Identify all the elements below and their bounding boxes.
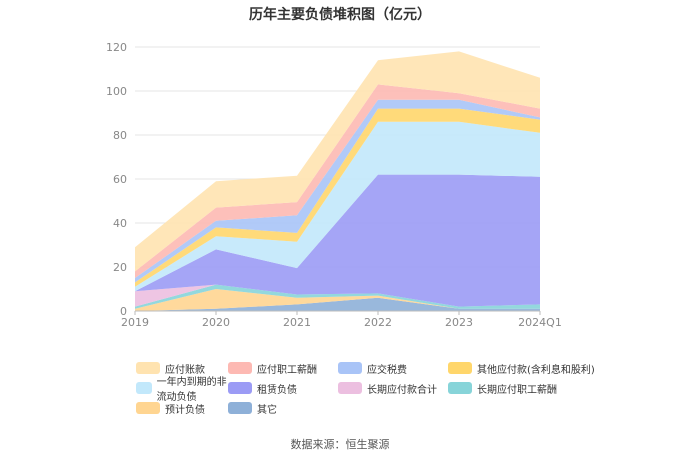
y-tick-label: 40: [113, 217, 127, 230]
legend-item[interactable]: 应交税费: [338, 358, 448, 378]
area-其它: [135, 297, 540, 311]
stacked-area-chart: 0 20 40 60 80 100 120 2019 2020 2021 2022 2023 2024Q…: [106, 41, 562, 329]
legend-item[interactable]: 长期应付款合计: [338, 378, 448, 398]
area-长期应付职工薪酬: [135, 284, 540, 309]
legend-label: 其它: [257, 404, 277, 416]
axes: 0 20 40 60 80 100 120 2019 2020 2021 2022 2023 2024Q…: [106, 41, 562, 329]
y-tick-label: 20: [113, 261, 127, 274]
legend-label: 长期应付职工薪酬: [477, 384, 557, 396]
legend-label: 应付职工薪酬: [257, 364, 317, 376]
legend-row: 预计负债 其它: [136, 398, 656, 418]
x-tick-label: 2020: [202, 316, 230, 329]
legend-swatch: [136, 382, 152, 394]
chart-title: 历年主要负债堆积图（亿元）: [249, 7, 431, 23]
area-应付职工薪酬: [135, 84, 540, 279]
y-tick-label: 0: [120, 305, 127, 318]
legend-label: 应交税费: [367, 364, 407, 376]
area-series: [135, 51, 540, 311]
legend-label: 其他应付款(含利息和股利): [477, 364, 595, 376]
x-tick-label: 2024Q1: [518, 316, 562, 329]
legend-swatch: [448, 382, 472, 394]
legend-item[interactable]: 租赁负债: [228, 378, 338, 398]
x-tick-label: 2021: [283, 316, 311, 329]
legend-row: 应付账款 应付职工薪酬 应交税费 其他应付款(含利息和股利): [136, 358, 656, 378]
legend-item[interactable]: 其它: [228, 398, 338, 418]
legend-item[interactable]: 长期应付职工薪酬: [448, 378, 608, 398]
legend: 应付账款 应付职工薪酬 应交税费 其他应付款(含利息和股利) 一年内到期的非流动负债 租赁…: [136, 358, 656, 418]
legend-swatch: [136, 362, 160, 374]
area-应付账款: [135, 51, 540, 272]
legend-swatch: [448, 362, 472, 374]
legend-item[interactable]: 应付职工薪酬: [228, 358, 338, 378]
y-tick-label: 120: [106, 41, 127, 54]
legend-label: 应付账款: [165, 364, 205, 376]
legend-label: 长期应付款合计: [367, 384, 437, 396]
legend-item[interactable]: 预计负债: [136, 398, 228, 418]
area-其他应付款(含利息和股利): [135, 108, 540, 287]
x-tick-label: 2022: [364, 316, 392, 329]
legend-swatch: [228, 362, 252, 374]
y-tick-label: 60: [113, 173, 127, 186]
y-tick-label: 80: [113, 129, 127, 142]
y-tick-label: 100: [106, 85, 127, 98]
data-source: 数据来源：恒生聚源: [290, 438, 390, 451]
legend-item[interactable]: 应付账款: [136, 358, 228, 378]
legend-swatch: [228, 402, 252, 414]
legend-label: 一年内到期的非流动负债: [156, 377, 227, 403]
legend-row: 一年内到期的非流动负债 租赁负债 长期应付款合计 长期应付职工薪酬: [136, 377, 656, 403]
x-tick-label: 2019: [121, 316, 149, 329]
legend-swatch: [338, 382, 362, 394]
area-预计负债: [135, 289, 540, 311]
legend-swatch: [338, 362, 362, 374]
legend-item[interactable]: 一年内到期的非流动负债: [136, 377, 228, 403]
area-一年内到期的非流动负债: [135, 121, 540, 292]
area-租赁负债: [135, 174, 540, 307]
legend-swatch: [228, 382, 252, 394]
legend-item[interactable]: 其他应付款(含利息和股利): [448, 358, 608, 378]
legend-label: 预计负债: [165, 404, 205, 416]
legend-label: 租赁负债: [257, 384, 297, 396]
legend-swatch: [136, 402, 160, 414]
x-tick-label: 2023: [445, 316, 473, 329]
